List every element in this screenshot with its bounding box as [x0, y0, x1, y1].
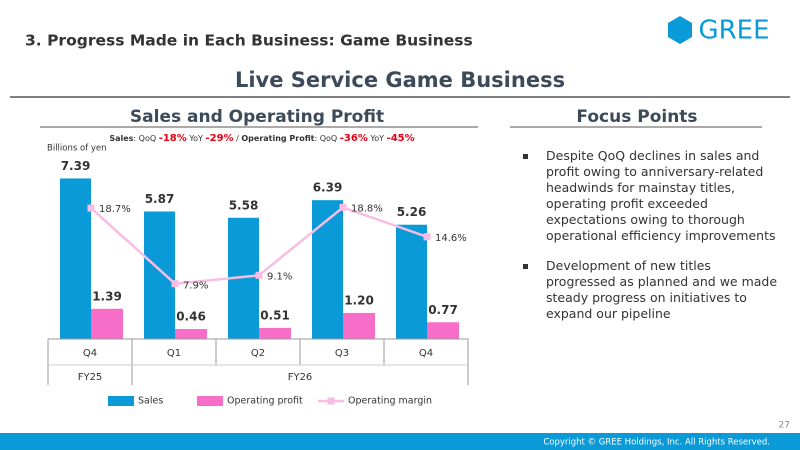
focus-bullet: Despite QoQ declines in sales and profit… [523, 148, 778, 244]
subtitle-part: YoY [187, 134, 206, 143]
margin-marker [87, 204, 95, 212]
sales-bar [144, 211, 175, 339]
sales-bar [396, 224, 427, 339]
subtitle-part: -36% [340, 133, 368, 144]
subtitle-part: : QoQ [133, 134, 158, 143]
page-number: 27 [779, 421, 790, 431]
subtitle-part: : QoQ [315, 134, 340, 143]
sales-label: 6.39 [313, 181, 343, 195]
category-label: Q4 [419, 348, 433, 359]
legend-label: Operating profit [227, 396, 303, 407]
chart-title: Sales and Operating Profit [130, 107, 384, 127]
y-axis-label: Billions of yen [47, 144, 107, 154]
margin-label: 9.1% [267, 271, 292, 282]
margin-label: 18.8% [351, 203, 383, 214]
margin-marker [255, 271, 263, 279]
legend-swatch [108, 396, 134, 406]
margin-label: 18.7% [99, 204, 131, 215]
footer-bar [0, 433, 800, 450]
category-label: Q4 [83, 348, 97, 359]
margin-marker [171, 280, 179, 288]
profit-bar [427, 322, 459, 339]
category-label: Q3 [335, 348, 349, 359]
legend-label: Sales [138, 396, 163, 407]
profit-label: 1.39 [92, 289, 122, 303]
margin-label: 7.9% [183, 281, 208, 292]
logo-mark [668, 16, 692, 44]
subtitle-part: Operating Profit [241, 134, 314, 143]
profit-bar [343, 312, 375, 339]
legend-label: Operating margin [348, 396, 432, 407]
chart-subtitle: Sales: QoQ -18% YoY -29% / Operating Pro… [109, 133, 414, 144]
slide-title: Live Service Game Business [235, 68, 565, 92]
subtitle-part: / [234, 134, 242, 143]
profit-bar [91, 308, 123, 339]
subtitle-part: -29% [205, 133, 233, 144]
focus-title: Focus Points [576, 107, 697, 127]
profit-label: 0.51 [260, 308, 290, 322]
profit-label: 1.20 [344, 293, 374, 307]
fiscal-year: FY25 [78, 372, 103, 383]
subtitle-part: YoY [368, 134, 387, 143]
sales-label: 7.39 [61, 159, 91, 173]
subtitle-part: Sales [109, 134, 133, 143]
focus-bullet: Development of new titles progressed as … [523, 258, 778, 322]
sales-bar [60, 178, 91, 339]
category-label: Q1 [167, 348, 181, 359]
sales-bar [312, 200, 343, 339]
section-title: 3. Progress Made in Each Business: Game … [25, 32, 473, 50]
fiscal-year: FY26 [288, 372, 313, 383]
sales-label: 5.87 [145, 192, 175, 206]
copyright: Copyright © GREE Holdings, Inc. All Righ… [543, 438, 770, 448]
legend-swatch [197, 396, 223, 406]
focus-list: Despite QoQ declines in sales and profit… [523, 148, 778, 336]
category-label: Q2 [251, 348, 265, 359]
profit-bar [175, 329, 207, 339]
subtitle-part: -18% [159, 133, 187, 144]
profit-bar [259, 327, 291, 339]
subtitle-part: -45% [387, 133, 415, 144]
sales-label: 5.58 [229, 198, 259, 212]
sales-label: 5.26 [397, 205, 427, 219]
profit-label: 0.46 [176, 310, 206, 324]
logo-text: GREE [698, 16, 769, 46]
profit-label: 0.77 [428, 303, 458, 317]
margin-marker [423, 233, 431, 241]
margin-label: 14.6% [435, 233, 467, 244]
legend-swatch [327, 397, 335, 405]
margin-marker [339, 203, 347, 211]
